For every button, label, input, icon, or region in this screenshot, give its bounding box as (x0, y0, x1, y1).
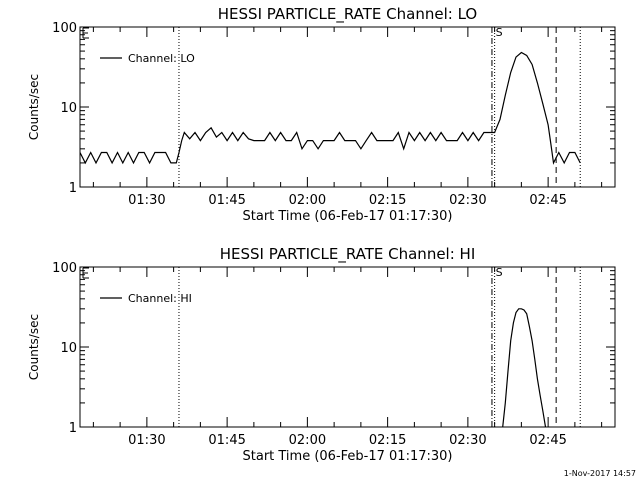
x-axis-label: Start Time (06-Feb-17 01:17:30) (243, 449, 453, 464)
x-tick-label: 02:45 (529, 193, 566, 208)
x-tick-label: 02:45 (529, 433, 566, 448)
y-tick-label: 100 (52, 21, 77, 36)
x-tick-label: 02:00 (289, 193, 326, 208)
legend-label: Channel: HI (128, 292, 192, 305)
x-tick-label: 02:15 (369, 433, 406, 448)
series-line (502, 308, 547, 428)
legend-label: Channel: LO (128, 52, 195, 65)
x-tick-label: 01:45 (208, 433, 245, 448)
marker-label: S (496, 266, 503, 279)
edge-flag-icon (82, 267, 89, 279)
x-tick-label: 02:30 (449, 433, 486, 448)
plot-frame (79, 26, 616, 188)
x-tick-label: 01:30 (128, 433, 165, 448)
y-tick-label: 10 (60, 341, 77, 356)
chart-title: HESSI PARTICLE_RATE Channel: HI (220, 245, 476, 264)
x-tick-label: 02:15 (369, 193, 406, 208)
y-tick-label: 1 (69, 181, 77, 196)
date-stamp: 1-Nov-2017 14:57 (564, 469, 636, 478)
x-tick-label: 02:00 (289, 433, 326, 448)
plot-frame (79, 266, 616, 428)
chart-panel-0: HESSI PARTICLE_RATE Channel: LO Counts/se… (27, 5, 616, 224)
x-tick-label: 01:45 (208, 193, 245, 208)
chart-title: HESSI PARTICLE_RATE Channel: LO (218, 5, 477, 24)
edge-flag-icon (82, 27, 89, 39)
x-tick-label: 02:30 (449, 193, 486, 208)
x-tick-label: 01:30 (128, 193, 165, 208)
y-axis-label: Counts/sec (27, 74, 41, 140)
marker-label: S (496, 26, 503, 39)
x-axis-label: Start Time (06-Feb-17 01:17:30) (243, 209, 453, 224)
y-tick-label: 1 (69, 421, 77, 436)
y-tick-label: 10 (60, 101, 77, 116)
series-line (79, 51, 581, 165)
y-tick-label: 100 (52, 261, 77, 276)
y-axis-label: Counts/sec (27, 314, 41, 380)
chart-panel-1: HESSI PARTICLE_RATE Channel: HI Counts/se… (27, 245, 616, 464)
